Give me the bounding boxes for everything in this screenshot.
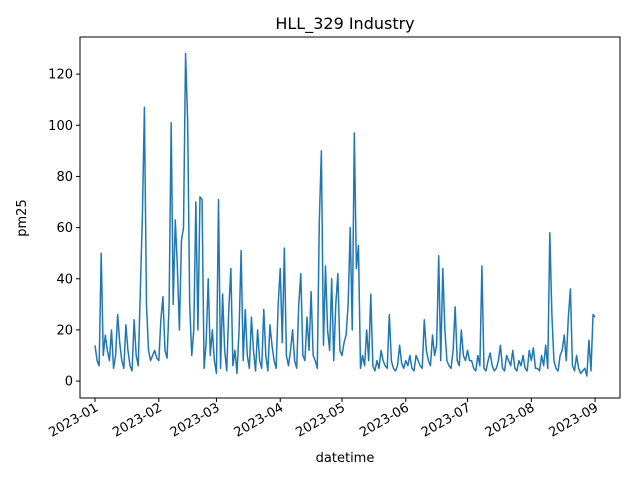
x-tick-label: 2023-04 (232, 400, 287, 440)
x-tick-label: 2023-09 (547, 400, 602, 440)
y-tick-label: 40 (56, 272, 73, 287)
x-tick-label: 2023-02 (110, 400, 165, 440)
x-tick-label: 2023-05 (293, 400, 348, 440)
y-axis-label: pm25 (15, 199, 30, 236)
data-line (94, 52, 596, 377)
x-tick-label: 2023-01 (46, 400, 101, 440)
plot-frame (79, 36, 621, 399)
x-axis-label: datetime (316, 451, 375, 466)
y-tick-label: 20 (56, 323, 73, 338)
y-tick-label: 100 (48, 119, 73, 134)
x-tick-label: 2023-08 (483, 400, 538, 440)
y-tick-label: 0 (65, 375, 73, 390)
chart-title: HLL_329 Industry (275, 14, 414, 34)
y-tick-label: 60 (56, 221, 73, 236)
y-tick-label: 80 (56, 170, 73, 185)
x-tick-label: 2023-06 (357, 400, 412, 440)
x-tick-label: 2023-07 (419, 400, 474, 440)
x-tick-label: 2023-03 (168, 400, 223, 440)
y-tick-label: 120 (48, 68, 73, 83)
